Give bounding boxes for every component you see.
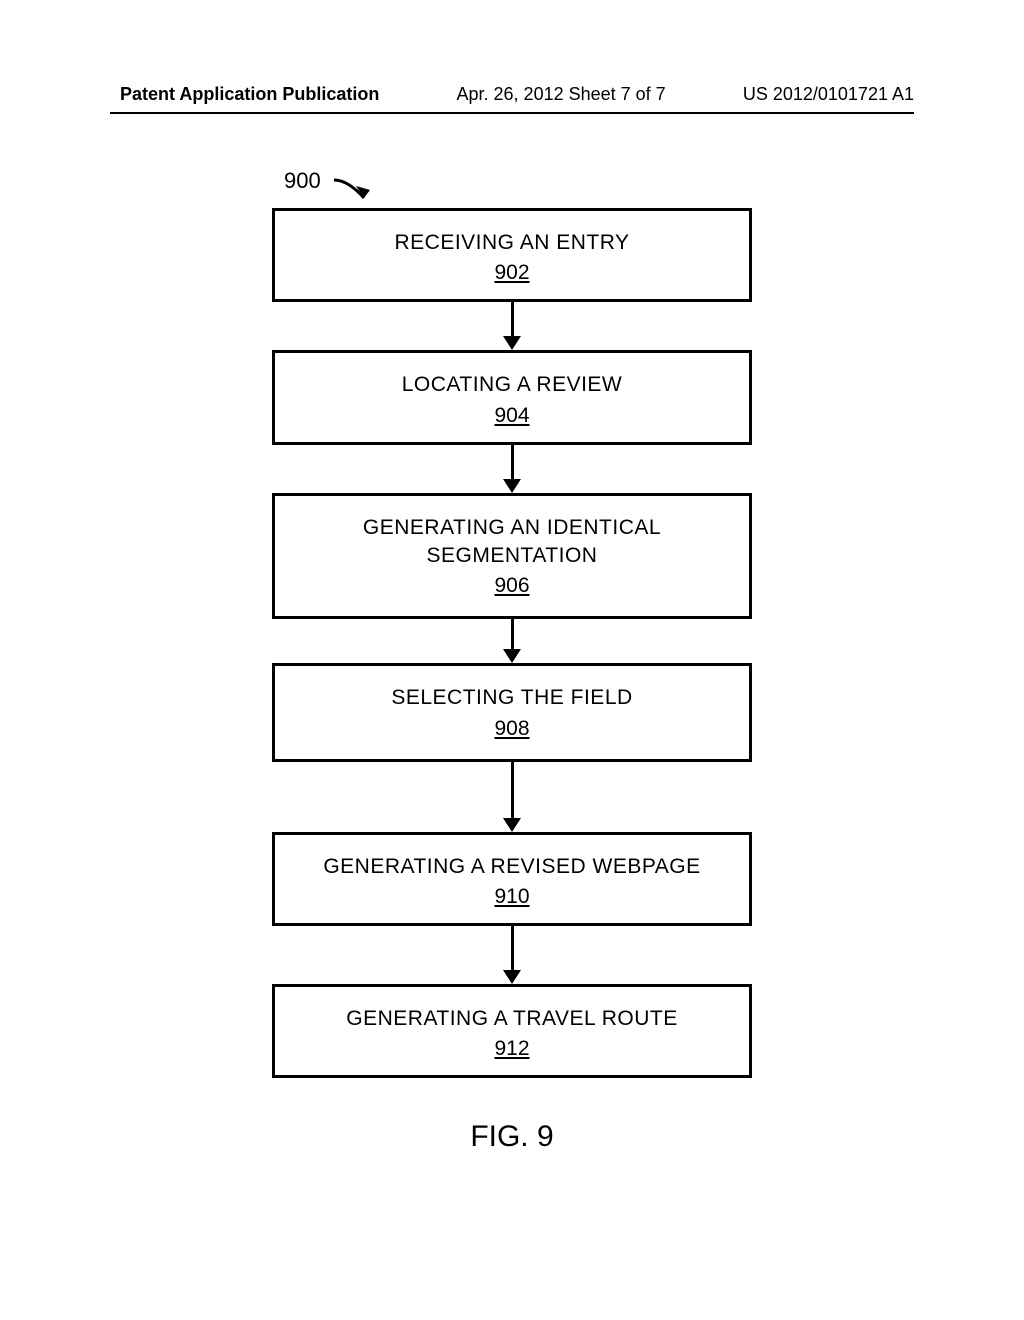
flow-box-910: GENERATING A REVISED WEBPAGE 910 bbox=[272, 832, 752, 926]
arrow-down-icon bbox=[503, 926, 521, 984]
flow-box-num: 906 bbox=[494, 574, 529, 598]
arrow-line bbox=[511, 619, 514, 649]
arrow-head-icon bbox=[503, 970, 521, 984]
arrow-head-icon bbox=[503, 818, 521, 832]
header-center: Apr. 26, 2012 Sheet 7 of 7 bbox=[457, 84, 666, 105]
flow-box-num: 912 bbox=[494, 1037, 529, 1061]
arrow-down-icon bbox=[503, 619, 521, 663]
header-right: US 2012/0101721 A1 bbox=[743, 84, 914, 105]
flow-box-908: SELECTING THE FIELD 908 bbox=[272, 663, 752, 761]
flow-box-num: 910 bbox=[494, 885, 529, 909]
flow-box-904: LOCATING A REVIEW 904 bbox=[272, 350, 752, 444]
header-divider bbox=[110, 112, 914, 114]
flow-box-title: GENERATING A TRAVEL ROUTE bbox=[287, 1005, 737, 1033]
arrow-line bbox=[511, 926, 514, 970]
ref-label: 900 bbox=[284, 168, 321, 194]
flow-box-906: GENERATING AN IDENTICAL SEGMENTATION 906 bbox=[272, 493, 752, 620]
arrow-line bbox=[511, 762, 514, 818]
arrow-head-icon bbox=[503, 649, 521, 663]
flow-box-title: LOCATING A REVIEW bbox=[287, 371, 737, 399]
figure-label: FIG. 9 bbox=[470, 1120, 553, 1154]
ref-label-row: 900 bbox=[252, 160, 772, 208]
flow-box-912: GENERATING A TRAVEL ROUTE 912 bbox=[272, 984, 752, 1078]
flow-box-title: RECEIVING AN ENTRY bbox=[287, 229, 737, 257]
arrow-line bbox=[511, 302, 514, 336]
flow-box-902: RECEIVING AN ENTRY 902 bbox=[272, 208, 752, 302]
arrow-down-icon bbox=[503, 445, 521, 493]
flow-box-num: 908 bbox=[494, 717, 529, 741]
flow-box-line: GENERATING AN IDENTICAL bbox=[363, 516, 661, 539]
flow-box-title: GENERATING AN IDENTICAL SEGMENTATION bbox=[287, 514, 737, 571]
flow-box-num: 902 bbox=[494, 261, 529, 285]
ref-arrow-icon bbox=[330, 176, 386, 220]
flow-box-title: GENERATING A REVISED WEBPAGE bbox=[287, 853, 737, 881]
arrow-down-icon bbox=[503, 302, 521, 350]
page-header: Patent Application Publication Apr. 26, … bbox=[0, 84, 1024, 105]
flow-box-num: 904 bbox=[494, 404, 529, 428]
flow-box-line: SEGMENTATION bbox=[427, 544, 598, 567]
arrow-down-icon bbox=[503, 762, 521, 832]
arrow-line bbox=[511, 445, 514, 479]
arrow-head-icon bbox=[503, 336, 521, 350]
header-left: Patent Application Publication bbox=[120, 84, 379, 105]
flow-box-title: SELECTING THE FIELD bbox=[287, 684, 737, 712]
arrow-head-icon bbox=[503, 479, 521, 493]
flowchart: 900 RECEIVING AN ENTRY 902 LOCATING A RE… bbox=[0, 160, 1024, 1154]
